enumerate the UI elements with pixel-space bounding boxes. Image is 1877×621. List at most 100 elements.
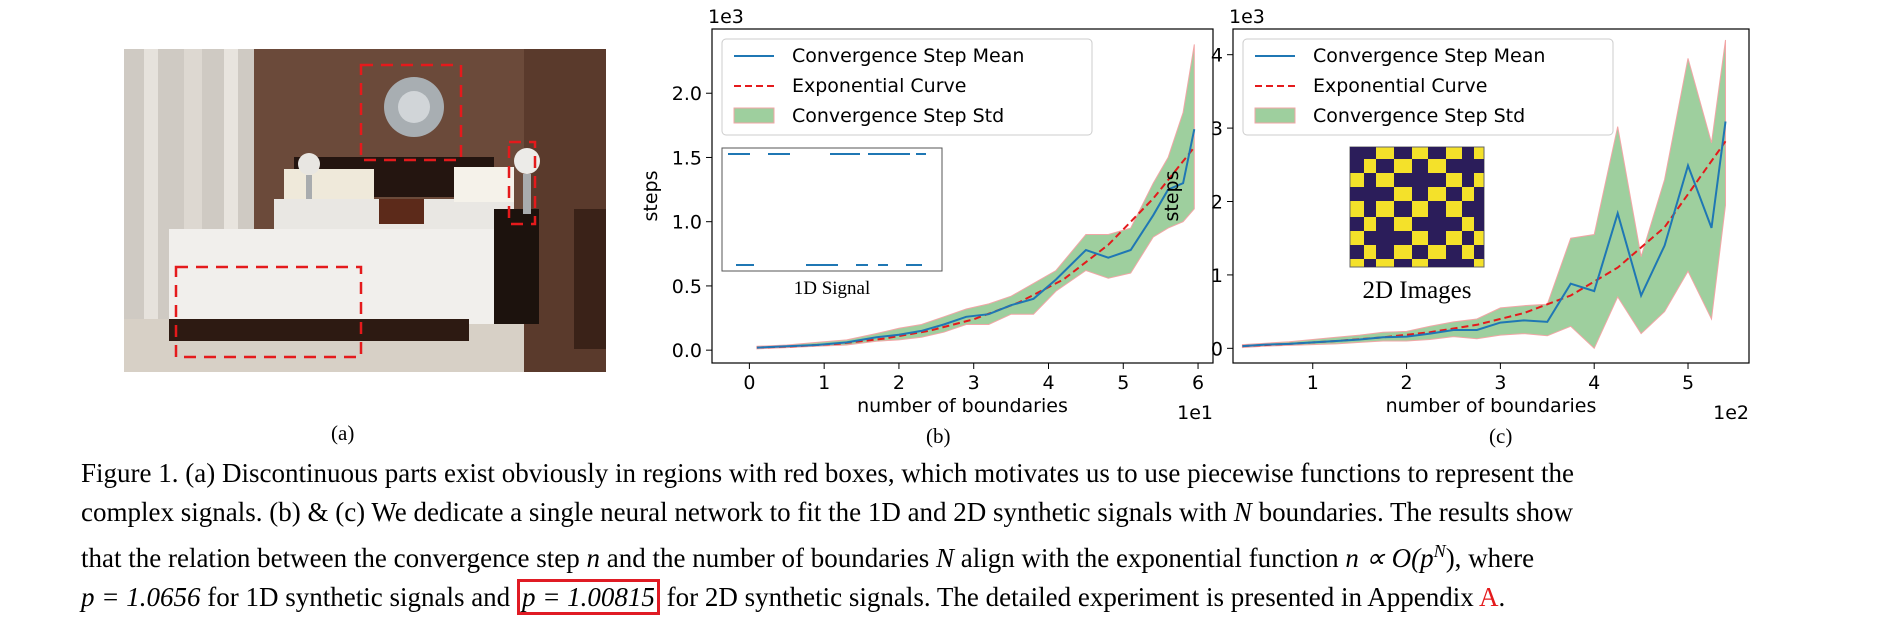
legend-label: Convergence Step Std <box>1313 105 1525 127</box>
inset-cell <box>1364 187 1376 201</box>
exponential-curve-c <box>1242 140 1727 348</box>
inset-cell <box>1462 259 1474 267</box>
x-tick-label: 2 <box>893 372 905 394</box>
x-tick-label: 3 <box>968 372 980 394</box>
inset-label: 1D Signal <box>794 278 871 299</box>
inset-cell <box>1462 159 1474 173</box>
x-axis-label: number of boundaries <box>1386 395 1597 417</box>
y-tick-label: 0 <box>1211 338 1223 360</box>
inset-cell <box>1446 159 1462 173</box>
inset-cell <box>1394 173 1412 187</box>
x-tick-label: 3 <box>1494 372 1506 394</box>
math-formula: n ∝ O(p <box>1345 543 1434 573</box>
legend-box-c <box>1242 38 1614 136</box>
highlighted-p-2d: p = 1.00815 <box>516 579 660 615</box>
caption-text: for 2D synthetic signals. The detailed e… <box>659 582 1479 612</box>
inset-cell <box>1350 147 1364 159</box>
inset-cell <box>1350 245 1364 259</box>
caption-line-4: p = 1.0656 for 1D synthetic signals and … <box>81 578 1831 617</box>
inset-cell <box>1462 173 1474 187</box>
x-tick-label: 6 <box>1192 372 1204 394</box>
inset-cell <box>1446 187 1462 201</box>
math-n: n <box>586 543 601 573</box>
caption-text: where <box>1461 543 1535 573</box>
y-tick-label: 1.0 <box>672 212 702 234</box>
inset-cell <box>1376 231 1394 245</box>
y-scale-label: 1e3 <box>1229 6 1265 28</box>
inset-cell <box>1412 217 1428 231</box>
inset-cell <box>1394 259 1412 267</box>
mean-line-c <box>1242 121 1727 348</box>
caption-text: boundaries. The results show <box>1251 497 1574 527</box>
caption-line-3: that the relation between the convergenc… <box>81 532 1831 578</box>
legend-label: Convergence Step Mean <box>1313 45 1545 67</box>
inset-cell <box>1428 173 1446 187</box>
inset-cell <box>1446 217 1462 231</box>
x-scale-label: 1e1 <box>1177 402 1213 424</box>
inset-cell <box>1474 201 1484 217</box>
inset-cell <box>1376 217 1394 231</box>
exponential-curve-b <box>756 146 1196 349</box>
mean-line-b <box>756 128 1196 349</box>
math-exponent: N <box>1433 541 1446 561</box>
axes-frame-c <box>1232 28 1750 364</box>
y-axis-label: steps <box>640 171 662 222</box>
legend-label: Exponential Curve <box>1313 75 1487 97</box>
inset-label: 2D Images <box>1363 277 1472 304</box>
inset-cell <box>1474 187 1484 201</box>
inset-frame-2d <box>1349 146 1485 268</box>
inset-cell <box>1364 173 1376 187</box>
inset-cell <box>1462 147 1474 159</box>
y-tick-label: 0.0 <box>672 340 702 362</box>
appendix-link[interactable]: A <box>1479 582 1499 612</box>
panel-label-b: (b) <box>926 424 951 448</box>
caption-text: and the number of boundaries <box>600 543 936 573</box>
inset-cell <box>1474 159 1484 173</box>
inset-cell <box>1428 147 1446 159</box>
inset-cell <box>1364 201 1376 217</box>
caption-text: . <box>1498 582 1506 612</box>
y-tick-label: 1 <box>1211 265 1223 287</box>
inset-cell <box>1364 147 1376 159</box>
inset-frame-1d <box>721 147 943 272</box>
caption-text: for 1D synthetic signals and <box>200 582 517 612</box>
caption-text: that the relation between the convergenc… <box>81 543 587 573</box>
math-p-1d: p = 1.0656 <box>81 582 201 612</box>
inset-cell <box>1350 217 1364 231</box>
y-axis-label: steps <box>1161 171 1183 222</box>
panel-label-a: (a) <box>331 421 355 445</box>
math-formula-close: ), <box>1445 543 1462 573</box>
y-tick-label: 2.0 <box>672 83 702 105</box>
axes-frame-b <box>711 28 1214 364</box>
inset-cell <box>1412 245 1428 259</box>
legend-swatch-std <box>1254 107 1296 124</box>
inset-cell <box>1428 217 1446 231</box>
inset-cell <box>1364 259 1376 267</box>
legend-label: Convergence Step Std <box>792 105 1004 127</box>
inset-cell <box>1394 231 1412 245</box>
inset-cell <box>1446 259 1462 267</box>
x-tick-label: 4 <box>1588 372 1600 394</box>
std-band-b <box>756 44 1195 350</box>
legend-swatch-std <box>733 107 775 124</box>
inset-cell <box>1428 231 1446 245</box>
inset-cell <box>1376 187 1394 201</box>
inset-cell <box>1350 159 1364 173</box>
x-tick-label: 1 <box>818 372 830 394</box>
inset-cell <box>1462 231 1474 245</box>
inset-cell <box>1412 187 1428 201</box>
x-tick-label: 4 <box>1042 372 1054 394</box>
caption-line-2: complex signals. (b) & (c) We dedicate a… <box>81 493 1831 532</box>
inset-cell <box>1412 173 1428 187</box>
legend-label: Exponential Curve <box>792 75 966 97</box>
inset-cell <box>1412 159 1428 173</box>
legend-box-b <box>721 38 1093 136</box>
math-N: N <box>1233 497 1252 527</box>
y-tick-label: 3 <box>1211 118 1223 140</box>
caption-text: complex signals. (b) & (c) We dedicate a… <box>81 497 1234 527</box>
inset-cell <box>1376 245 1394 259</box>
inset-cell <box>1376 159 1394 173</box>
math-N: N <box>935 543 954 573</box>
inset-cell <box>1364 231 1376 245</box>
caption-line-1: Figure 1. (a) Discontinuous parts exist … <box>81 458 1574 488</box>
